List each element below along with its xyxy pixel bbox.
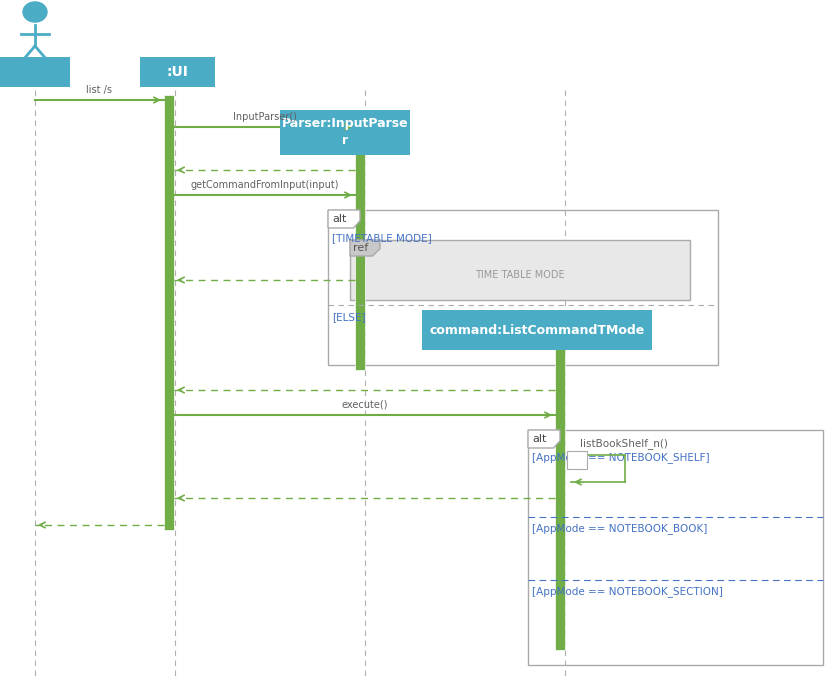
Bar — [566, 451, 586, 469]
Text: TIME TABLE MODE: TIME TABLE MODE — [475, 270, 564, 280]
Text: Parser:InputParse
r: Parser:InputParse r — [281, 118, 408, 146]
Text: list /s: list /s — [86, 85, 112, 95]
Bar — [528, 430, 822, 665]
Text: listBookShelf_n(): listBookShelf_n() — [579, 438, 667, 449]
FancyBboxPatch shape — [0, 57, 70, 87]
Text: [AppMode == NOTEBOOK_BOOK]: [AppMode == NOTEBOOK_BOOK] — [532, 523, 706, 534]
Text: [ELSE]: [ELSE] — [332, 312, 366, 322]
Text: getCommandFromInput(input): getCommandFromInput(input) — [190, 179, 338, 190]
FancyBboxPatch shape — [422, 310, 651, 350]
FancyBboxPatch shape — [164, 95, 174, 530]
Text: [AppMode == NOTEBOOK_SHELF]: [AppMode == NOTEBOOK_SHELF] — [532, 453, 709, 464]
Bar — [327, 210, 717, 365]
FancyBboxPatch shape — [280, 110, 409, 155]
Text: execute(): execute() — [341, 400, 387, 410]
Polygon shape — [528, 430, 559, 448]
Polygon shape — [327, 210, 360, 228]
Text: alt: alt — [532, 434, 546, 444]
FancyBboxPatch shape — [554, 340, 564, 650]
Text: alt: alt — [332, 214, 346, 224]
Text: ref: ref — [352, 243, 368, 253]
Text: :UI: :UI — [166, 65, 188, 79]
Text: command:ListCommandTMode: command:ListCommandTMode — [429, 324, 644, 337]
Text: [AppMode == NOTEBOOK_SECTION]: [AppMode == NOTEBOOK_SECTION] — [532, 586, 722, 597]
Bar — [350, 240, 689, 300]
Text: [TIMETABLE MODE]: [TIMETABLE MODE] — [332, 233, 431, 243]
Circle shape — [23, 2, 47, 22]
FancyBboxPatch shape — [140, 57, 215, 87]
FancyBboxPatch shape — [355, 127, 365, 370]
Polygon shape — [350, 240, 380, 256]
Text: InputParser(): InputParser() — [232, 112, 296, 121]
